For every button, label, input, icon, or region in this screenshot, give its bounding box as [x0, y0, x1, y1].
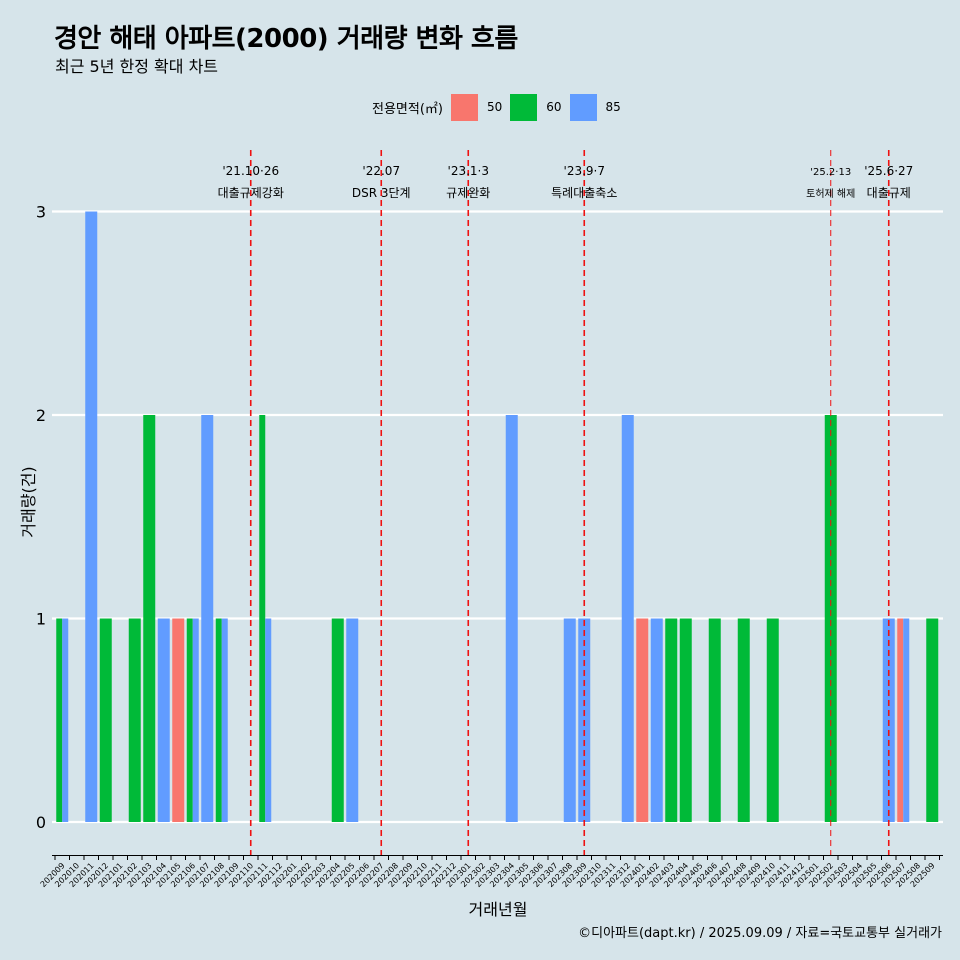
legend-swatch-50	[450, 93, 478, 121]
bar-202304-85	[505, 415, 518, 822]
bar-202107-85	[201, 415, 214, 822]
x-axis-title: 거래년월	[469, 900, 528, 919]
bar-202103-60	[143, 415, 156, 822]
bar-202106-60	[186, 618, 193, 822]
bar-202406-60	[708, 618, 721, 822]
bar-202204-60	[331, 618, 344, 822]
event-description-label: 특례대출축소	[551, 186, 617, 200]
y-axis-title: 거래량(건)	[19, 466, 38, 537]
bar-202312-85	[621, 415, 634, 822]
y-tick-label: 1	[36, 610, 46, 629]
y-tick-label: 2	[36, 406, 46, 425]
event-date-label: '21.10·26	[222, 164, 279, 178]
legend-item-50: 50	[450, 93, 503, 121]
bars	[56, 211, 939, 822]
bar-202404-60	[679, 618, 692, 822]
legend-item-85: 85	[569, 93, 621, 121]
bar-202105-50	[172, 618, 185, 822]
bar-202205-85	[346, 618, 359, 822]
event-description-label: 대출규제강화	[218, 186, 284, 200]
bar-202402-85	[650, 618, 663, 822]
bar-202104-85	[157, 618, 170, 822]
bar-202408-60	[737, 618, 750, 822]
y-tick-label: 3	[36, 203, 46, 222]
source-caption: ©디아파트(dapt.kr) / 2025.09.09 / 자료=국토교통부 실…	[578, 926, 942, 941]
event-date-label: '25.2·13	[810, 167, 851, 178]
legend: 전용면적(㎡) 50 60 85	[372, 93, 629, 121]
bar-202502-60	[824, 415, 837, 822]
bar-202111-60	[259, 415, 266, 822]
bar-202401-50	[636, 618, 649, 822]
event-date-label: '23.1·3	[448, 164, 489, 178]
bar-202509-60	[926, 618, 939, 822]
event-date-label: '25.6·27	[864, 164, 913, 178]
bar-202410-60	[766, 618, 779, 822]
event-annotations: '21.10·26 대출규제강화 '22.07 DSR 3단계 '23.1·3 규제완화 '…	[218, 164, 914, 200]
legend-label-60: 60	[546, 100, 562, 114]
event-description-label: 대출규제	[867, 186, 911, 200]
legend-swatch-60	[510, 93, 538, 121]
bar-202403-60	[665, 618, 678, 822]
legend-item-60: 60	[510, 93, 562, 121]
chart-title: 경안 해태 아파트(2000) 거래량 변화 흐름	[54, 24, 518, 54]
grid-lines	[52, 210, 943, 824]
bar-202108-85	[221, 618, 228, 822]
bar-202108-60	[215, 618, 222, 822]
legend-label-85: 85	[605, 100, 621, 114]
bar-202009-60	[56, 618, 63, 822]
bar-202111-85	[265, 618, 272, 822]
event-description-label: 규제완화	[446, 186, 490, 200]
bar-202106-85	[192, 618, 199, 822]
chart-subtitle: 최근 5년 한정 확대 차트	[55, 57, 219, 76]
y-tick-label: 0	[36, 813, 46, 832]
bar-202102-60	[128, 618, 141, 822]
bar-202009-85	[62, 618, 69, 822]
event-date-label: '22.07	[362, 164, 400, 178]
event-description-label: 토허제 해제	[806, 187, 855, 200]
legend-swatch-85	[569, 93, 597, 121]
legend-title: 전용면적(㎡)	[372, 101, 443, 117]
bar-202012-60	[99, 618, 112, 822]
bar-202011-85	[85, 211, 98, 822]
legend-label-50: 50	[486, 100, 503, 114]
event-date-label: '23.9·7	[564, 164, 605, 178]
bar-202507-85	[903, 618, 910, 822]
x-axis: 2020092020102020112020122021012021022021…	[39, 855, 943, 889]
y-axis: 0 1 2 3	[36, 203, 46, 833]
event-description-label: DSR 3단계	[352, 186, 411, 200]
bar-202308-85	[563, 618, 576, 822]
bar-202507-50	[897, 618, 904, 822]
event-lines	[249, 150, 890, 855]
